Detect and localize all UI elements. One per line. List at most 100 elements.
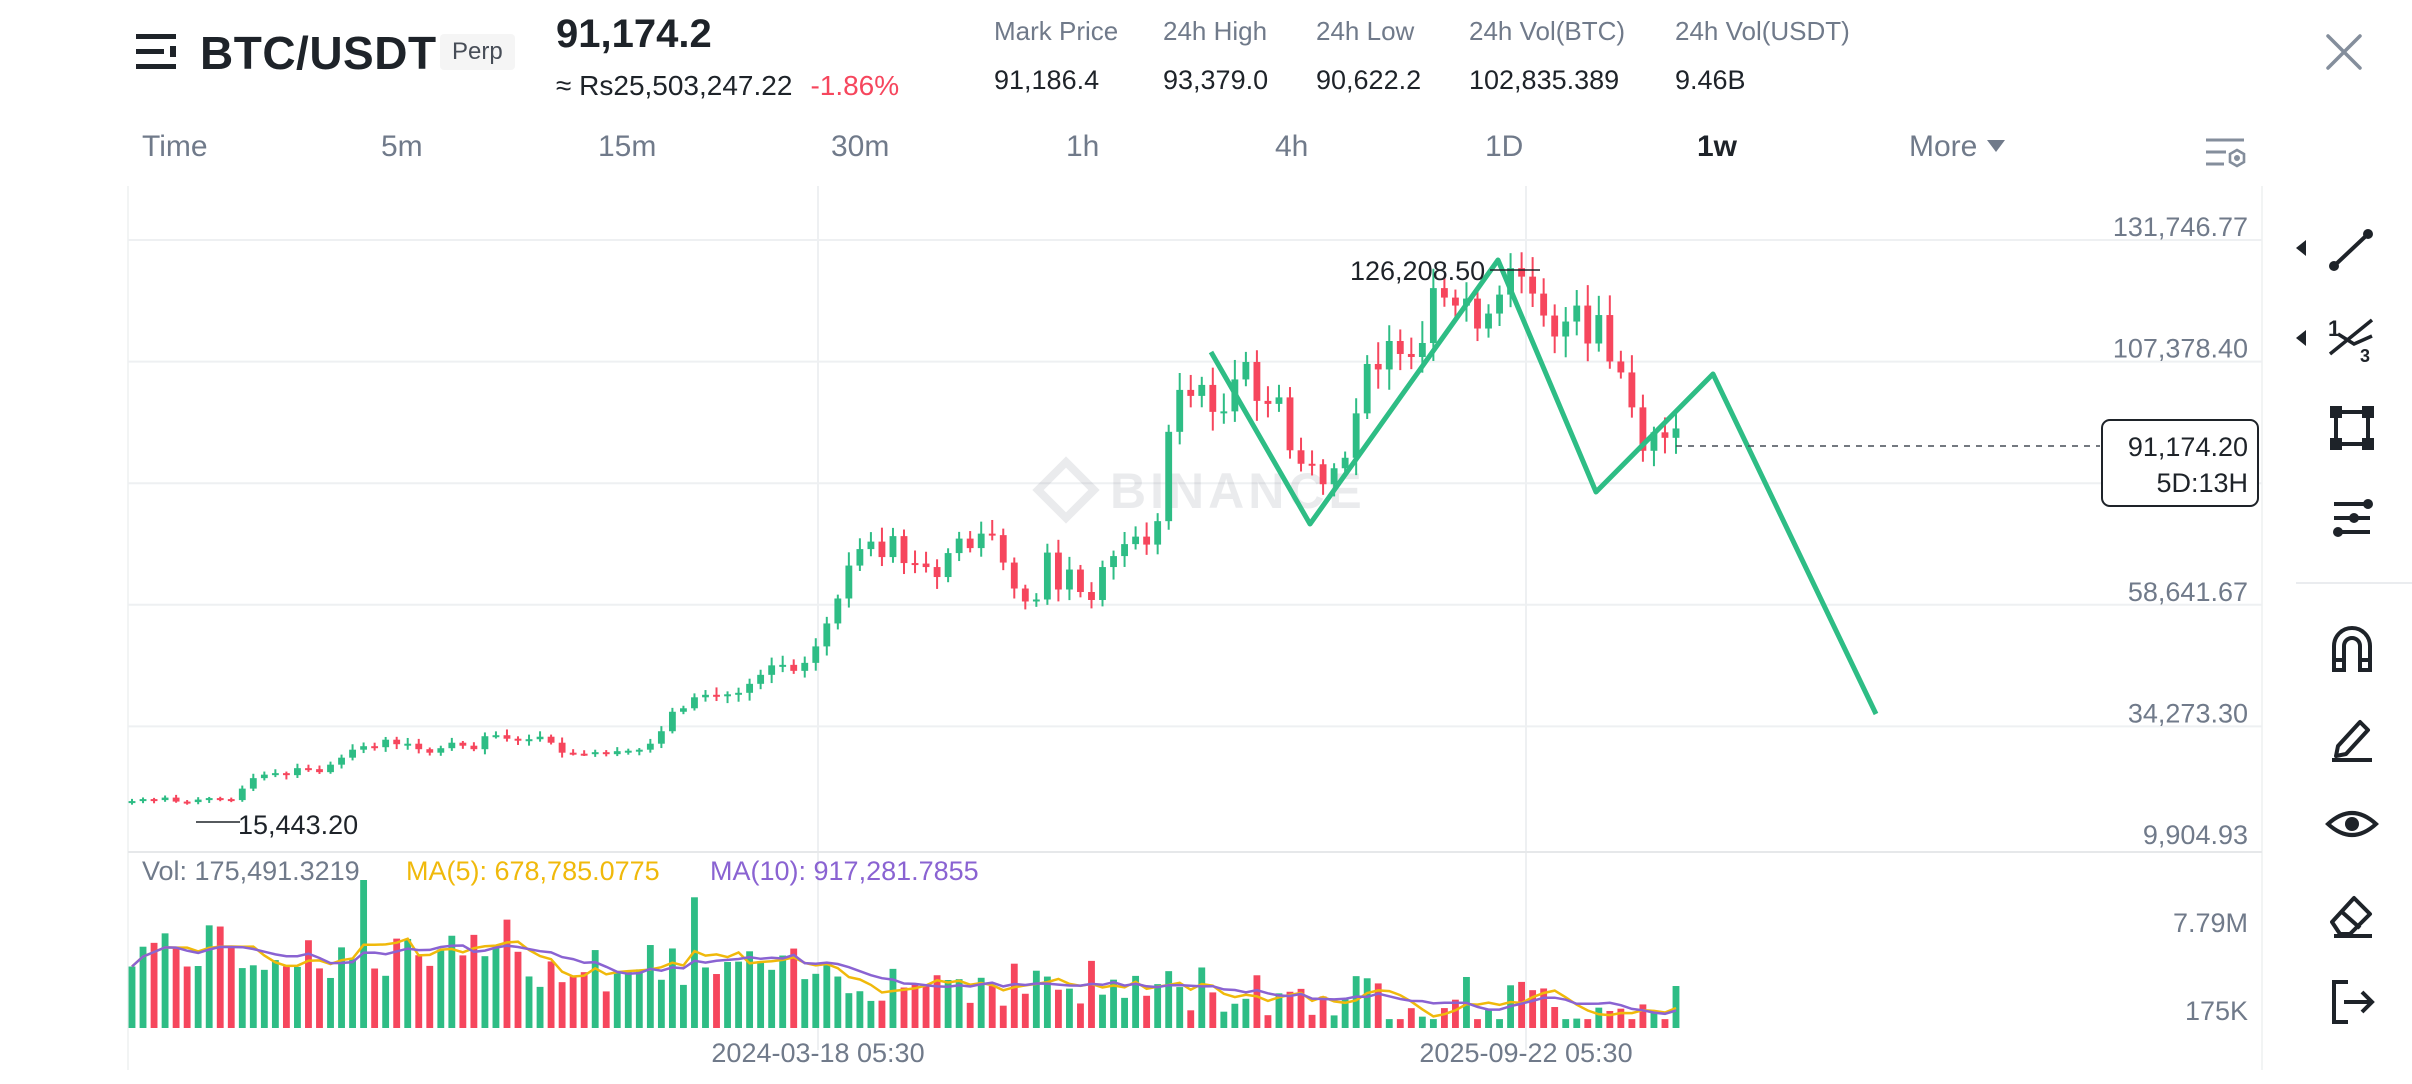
volume-bar	[1540, 988, 1548, 1028]
candle-body	[624, 750, 632, 753]
candle-body	[1584, 305, 1592, 344]
ma5-line	[131, 937, 1677, 1018]
volume-bar	[1286, 991, 1294, 1028]
candle-body	[260, 774, 268, 779]
volume-bar	[525, 976, 533, 1028]
candle-body	[205, 798, 213, 801]
volume-bar	[227, 947, 235, 1028]
volume-bar	[724, 962, 731, 1028]
volume-bar	[1043, 976, 1051, 1028]
candle-body	[1429, 288, 1437, 344]
eraser-icon[interactable]	[2324, 886, 2380, 942]
expand-caret-icon[interactable]	[2296, 240, 2306, 256]
volume-bar	[503, 919, 511, 1028]
candle-body	[1529, 276, 1537, 294]
volume-bar	[382, 975, 390, 1028]
volume-bar	[955, 979, 963, 1028]
tab-1d[interactable]: 1D	[1485, 130, 1524, 163]
volume-bar	[911, 983, 919, 1028]
tab-5m[interactable]: 5m	[381, 130, 423, 163]
eye-visibility-icon[interactable]	[2324, 796, 2380, 852]
candle-body	[1187, 389, 1195, 396]
volume-bar	[635, 969, 643, 1028]
volume-bar	[1639, 1004, 1647, 1028]
tab-time[interactable]: Time	[142, 130, 208, 163]
candle-body	[1540, 293, 1548, 316]
candle-body	[1474, 298, 1481, 329]
volume-bar	[757, 961, 765, 1028]
volume-bar	[128, 966, 136, 1028]
tab-15m[interactable]: 15m	[598, 130, 657, 163]
volume-bar	[691, 897, 698, 1028]
pair-title[interactable]: BTC/USDT	[200, 27, 437, 79]
stat-label: 24h Vol(USDT)	[1675, 16, 1850, 46]
tab-1w[interactable]: 1w	[1697, 130, 1738, 163]
stat-mark-price: Mark Price 91,186.4	[994, 16, 1118, 96]
volume-bar	[1187, 1010, 1195, 1028]
volume-bar	[624, 970, 632, 1028]
candle-body	[1507, 268, 1514, 295]
candle-body	[216, 798, 224, 801]
volume-bar	[735, 961, 742, 1028]
pencil-draw-icon[interactable]	[2324, 708, 2380, 764]
volume-bar	[1010, 963, 1018, 1028]
candle-body	[812, 646, 820, 663]
candle-body	[327, 764, 334, 773]
pattern-drawing[interactable]	[1208, 257, 1879, 716]
watermark-text: BINANCE	[1110, 463, 1366, 519]
binance-logo-mark	[1032, 456, 1100, 524]
tab-4h[interactable]: 4h	[1275, 130, 1309, 163]
price-axis-label: 34,273.30	[2128, 698, 2248, 728]
expand-caret-icon[interactable]	[2296, 330, 2306, 346]
stat-24h-high: 24h High 93,379.0	[1163, 16, 1268, 96]
candle-body	[437, 748, 445, 753]
candle-body	[1032, 599, 1040, 602]
menu-icon[interactable]	[136, 30, 180, 74]
tab-1h[interactable]: 1h	[1066, 130, 1100, 163]
stat-value: 9.46B	[1675, 65, 1746, 95]
chart-settings-icon[interactable]	[2204, 132, 2248, 176]
volume-bar	[1308, 1014, 1316, 1028]
candle-body	[1198, 384, 1206, 396]
volume-bar	[966, 1002, 974, 1028]
tab-more[interactable]: More	[1909, 130, 2006, 164]
candle-body	[1606, 315, 1614, 362]
candle-body	[1418, 343, 1426, 357]
candle-body	[1220, 411, 1228, 414]
volume-bar	[1584, 1019, 1592, 1028]
fiat-price: ≈ Rs25,503,247.22	[556, 70, 793, 101]
candle-body	[1010, 562, 1018, 589]
volume-bar	[139, 946, 147, 1028]
volume-bar	[558, 982, 566, 1028]
tab-30m[interactable]: 30m	[831, 130, 890, 163]
stat-value: 93,379.0	[1163, 65, 1269, 95]
trend-line-tool-icon[interactable]	[2324, 222, 2380, 278]
candle-body	[1253, 361, 1261, 401]
candle-body	[900, 536, 908, 564]
indicators-icon[interactable]	[2324, 490, 2380, 546]
close-icon[interactable]	[2322, 30, 2366, 74]
candle-body	[360, 746, 368, 750]
volume-bar	[1176, 987, 1184, 1028]
candle-body	[977, 533, 985, 549]
candle-body	[1043, 552, 1051, 600]
candle-body	[1099, 567, 1106, 600]
candle-body	[1452, 297, 1459, 306]
stat-label: 24h High	[1163, 16, 1268, 46]
exit-drawing-icon[interactable]	[2324, 974, 2380, 1030]
chart-labels: 131,746.77107,378.4083,010.0358,641.6734…	[142, 212, 2259, 1068]
countdown-label: 5D:13H	[2156, 468, 2248, 498]
magnet-icon[interactable]	[2324, 620, 2380, 676]
candle-body	[999, 535, 1007, 563]
candle-body	[1021, 588, 1029, 602]
volume-bar	[183, 966, 191, 1028]
volume-bar	[779, 955, 787, 1028]
candle-body	[1297, 450, 1305, 464]
pattern-line[interactable]	[1208, 257, 1879, 716]
candle-body	[1374, 363, 1382, 370]
rectangle-tool-icon[interactable]	[2324, 400, 2380, 456]
volume-bar	[1562, 1019, 1570, 1028]
volume-bar	[238, 968, 246, 1028]
